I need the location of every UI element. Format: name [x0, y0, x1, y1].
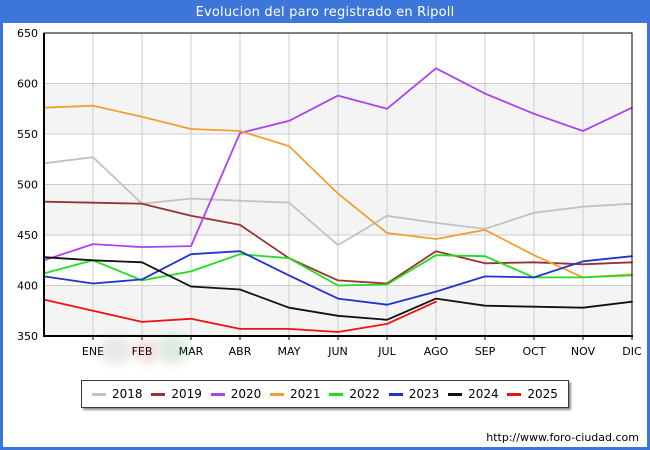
legend-box: 2018 2019 2020 2021 2022 2023 2024 2025	[81, 380, 569, 408]
series-line-2024	[43, 256, 633, 321]
legend-item-2024: 2024	[448, 387, 499, 401]
x-tick-label: JUL	[377, 345, 396, 358]
legend-label: 2019	[171, 387, 202, 401]
x-tick-label: FEB	[132, 345, 153, 358]
y-tick-label: 550	[17, 128, 38, 141]
series-line-2020	[43, 67, 633, 262]
legend-label: 2018	[112, 387, 143, 401]
legend-swatch-2023	[388, 392, 403, 396]
legend-swatch-2024	[448, 392, 463, 396]
legend-label: 2021	[290, 387, 321, 401]
legend-label: 2023	[408, 387, 440, 401]
y-tick-label: 400	[17, 280, 38, 293]
legend-item-2020: 2020	[210, 387, 262, 401]
title-bar: Evolucion del paro registrado en Ripoll	[3, 3, 647, 23]
x-tick-label: OCT	[522, 345, 545, 358]
footer-url: http://www.foro-ciudad.com	[486, 431, 639, 444]
legend-item-2023: 2023	[388, 387, 440, 401]
x-tick-label: ENE	[82, 345, 104, 358]
legend-label: 2022	[349, 387, 380, 401]
x-tick-label: MAY	[278, 345, 301, 358]
legend-item-2018: 2018	[92, 387, 143, 401]
y-tick-label: 500	[17, 179, 38, 192]
y-tick-label: 600	[17, 78, 38, 91]
legend-swatch-2019	[151, 392, 166, 396]
series-line-2023	[43, 250, 633, 306]
series-line-2019	[43, 200, 633, 285]
series-line-2021	[43, 104, 633, 279]
x-tick-label: JUN	[327, 345, 348, 358]
legend-label: 2024	[468, 387, 499, 401]
x-tick-label: NOV	[571, 345, 596, 358]
series-line-2025	[43, 298, 437, 333]
legend-item-2025: 2025	[507, 387, 558, 401]
legend-item-2022: 2022	[329, 387, 380, 401]
x-tick-label: DIC	[622, 345, 642, 358]
legend-label: 2020	[230, 387, 262, 401]
y-tick-label: 450	[17, 229, 38, 242]
y-tick-label: 650	[17, 27, 38, 40]
legend-swatch-2020	[210, 392, 225, 396]
legend-swatch-2018	[92, 392, 106, 396]
x-tick-label: AGO	[424, 345, 449, 358]
x-tick-label: MAR	[179, 345, 204, 358]
line-chart: 350 400 450 500 550 600 650 ENE FEB MAR ABR MAY JUN J…	[17, 27, 642, 358]
y-tick-label: 350	[17, 330, 38, 343]
legend-swatch-2025	[507, 392, 522, 396]
legend-swatch-2022	[329, 392, 344, 396]
page-title: Evolucion del paro registrado en Ripoll	[195, 5, 455, 20]
legend-item-2019: 2019	[151, 387, 202, 401]
x-tick-label: ABR	[229, 345, 252, 358]
x-tick-label: SEP	[475, 345, 496, 358]
legend-label: 2025	[527, 387, 558, 401]
legend-item-2021: 2021	[270, 387, 321, 401]
legend-swatch-2021	[270, 392, 285, 396]
